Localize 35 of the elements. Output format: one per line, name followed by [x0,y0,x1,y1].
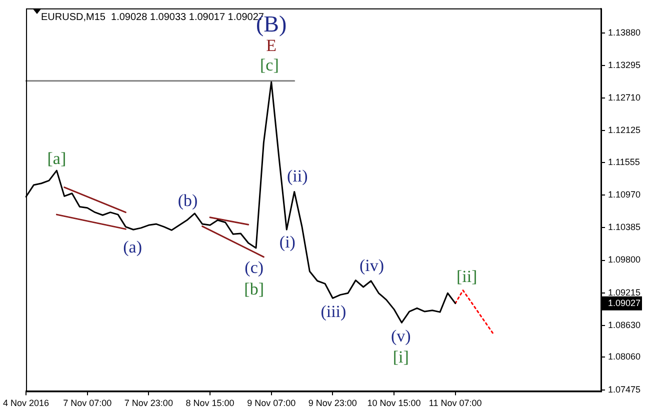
x-tick-label: 11 Nov 07:00 [428,398,482,408]
annotation: (ii) [287,166,308,186]
annotation: (b) [178,191,198,210]
annotation: (iii) [320,302,346,322]
y-tick-label: 1.07475 [608,384,641,394]
annotation: (a) [123,238,142,256]
y-tick-label: 1.10970 [608,190,641,200]
y-tick-label: 1.09800 [608,254,641,265]
x-tick-label: 10 Nov 15:00 [367,398,421,408]
x-tick-label: 9 Nov 07:00 [247,398,296,408]
annotation: [a] [47,149,66,168]
annotation: [b] [244,280,264,299]
y-tick-label: 1.08060 [608,352,641,362]
y-tick-label: 1.12710 [608,92,641,103]
x-tick-label: 7 Nov 23:00 [124,398,173,408]
y-tick-label: 1.09215 [608,287,641,298]
x-tick-label: 9 Nov 23:00 [308,398,357,408]
annotation: (i) [279,232,296,252]
y-tick-label: 1.08630 [608,320,641,330]
x-tick-label: 4 Nov 2016 [2,398,50,408]
annotation: (c) [244,258,264,278]
y-tick-label: 1.13295 [608,60,641,70]
x-tick-label: 7 Nov 07:00 [63,398,112,408]
y-tick-label: 1.12125 [608,125,641,136]
annotation: E [266,36,277,56]
y-tick-label: 1.10385 [608,222,641,232]
annotation: [c] [260,56,279,75]
y-tick-label: 1.11555 [608,156,640,167]
x-tick-label: 8 Nov 15:00 [186,398,234,408]
y-tick-label: 1.13880 [608,27,641,38]
annotation: [ii] [456,266,478,286]
y-tick-label: 1.09027 [608,298,641,308]
annotation: (iv) [360,256,384,275]
annotation: [i] [392,347,409,366]
annotation: (v) [390,326,411,346]
